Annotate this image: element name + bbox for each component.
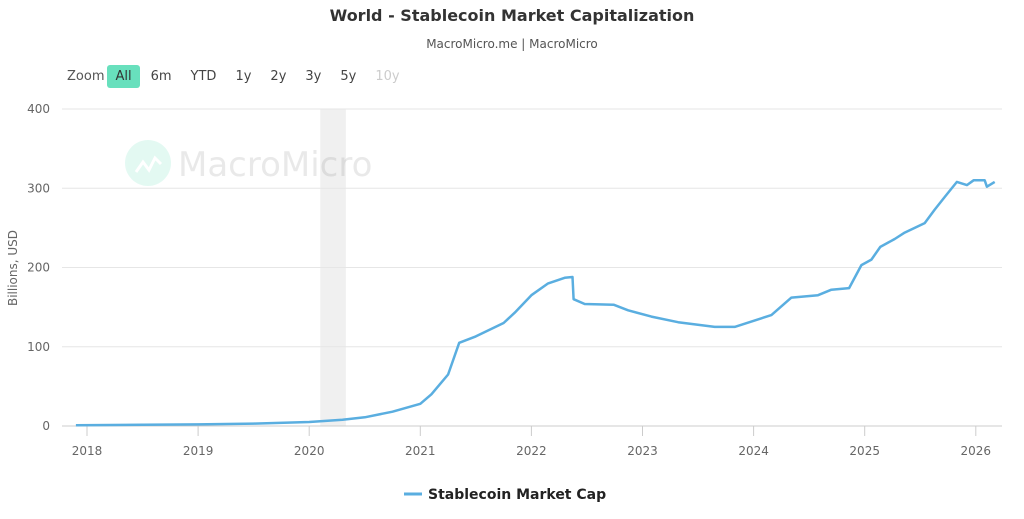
zoom-bar: Zoom All 6m YTD 1y 2y 3y 5y 10y: [67, 65, 408, 88]
x-tick-label: 2025: [849, 444, 880, 458]
y-tick-label: 300: [27, 181, 50, 195]
chart-title: World - Stablecoin Market Capitalization: [329, 6, 695, 25]
y-tick-label: 100: [27, 340, 50, 354]
legend-label[interactable]: Stablecoin Market Cap: [428, 487, 606, 503]
zoom-button-3y[interactable]: 3y: [305, 69, 322, 84]
x-tick-label: 2026: [961, 444, 992, 458]
series-line-stablecoin-market-cap: [75, 179, 996, 427]
watermark-chart-icon: [134, 155, 163, 173]
zoom-button-ytd[interactable]: YTD: [190, 69, 217, 84]
x-tick-label: 2018: [72, 444, 103, 458]
x-tick-label: 2020: [294, 444, 325, 458]
zoom-button-1y[interactable]: 1y: [235, 69, 252, 84]
zoom-button-6m[interactable]: 6m: [150, 69, 172, 84]
y-tick-label: 0: [42, 419, 50, 433]
x-tick-label: 2022: [516, 444, 547, 458]
zoom-label: Zoom: [67, 69, 105, 84]
watermark-logo-icon: [125, 140, 171, 186]
zoom-button-2y[interactable]: 2y: [270, 69, 287, 84]
legend[interactable]: Stablecoin Market Cap: [404, 487, 606, 503]
x-tick-label: 2024: [738, 444, 769, 458]
x-tick-label: 2021: [405, 444, 436, 458]
x-tick-label: 2023: [627, 444, 658, 458]
x-tick-label: 2019: [183, 444, 214, 458]
watermark-text: MacroMicro: [178, 145, 372, 185]
zoom-button-all[interactable]: All: [107, 65, 140, 88]
y-axis-label: Billions, USD: [6, 230, 20, 306]
chart-subtitle: MacroMicro.me | MacroMicro: [426, 37, 598, 51]
y-tick-label: 400: [27, 102, 50, 116]
watermark: MacroMicro: [125, 140, 372, 186]
zoom-button-5y[interactable]: 5y: [340, 69, 357, 84]
y-tick-label: 200: [27, 261, 50, 275]
zoom-button-10y: 10y: [375, 69, 400, 84]
